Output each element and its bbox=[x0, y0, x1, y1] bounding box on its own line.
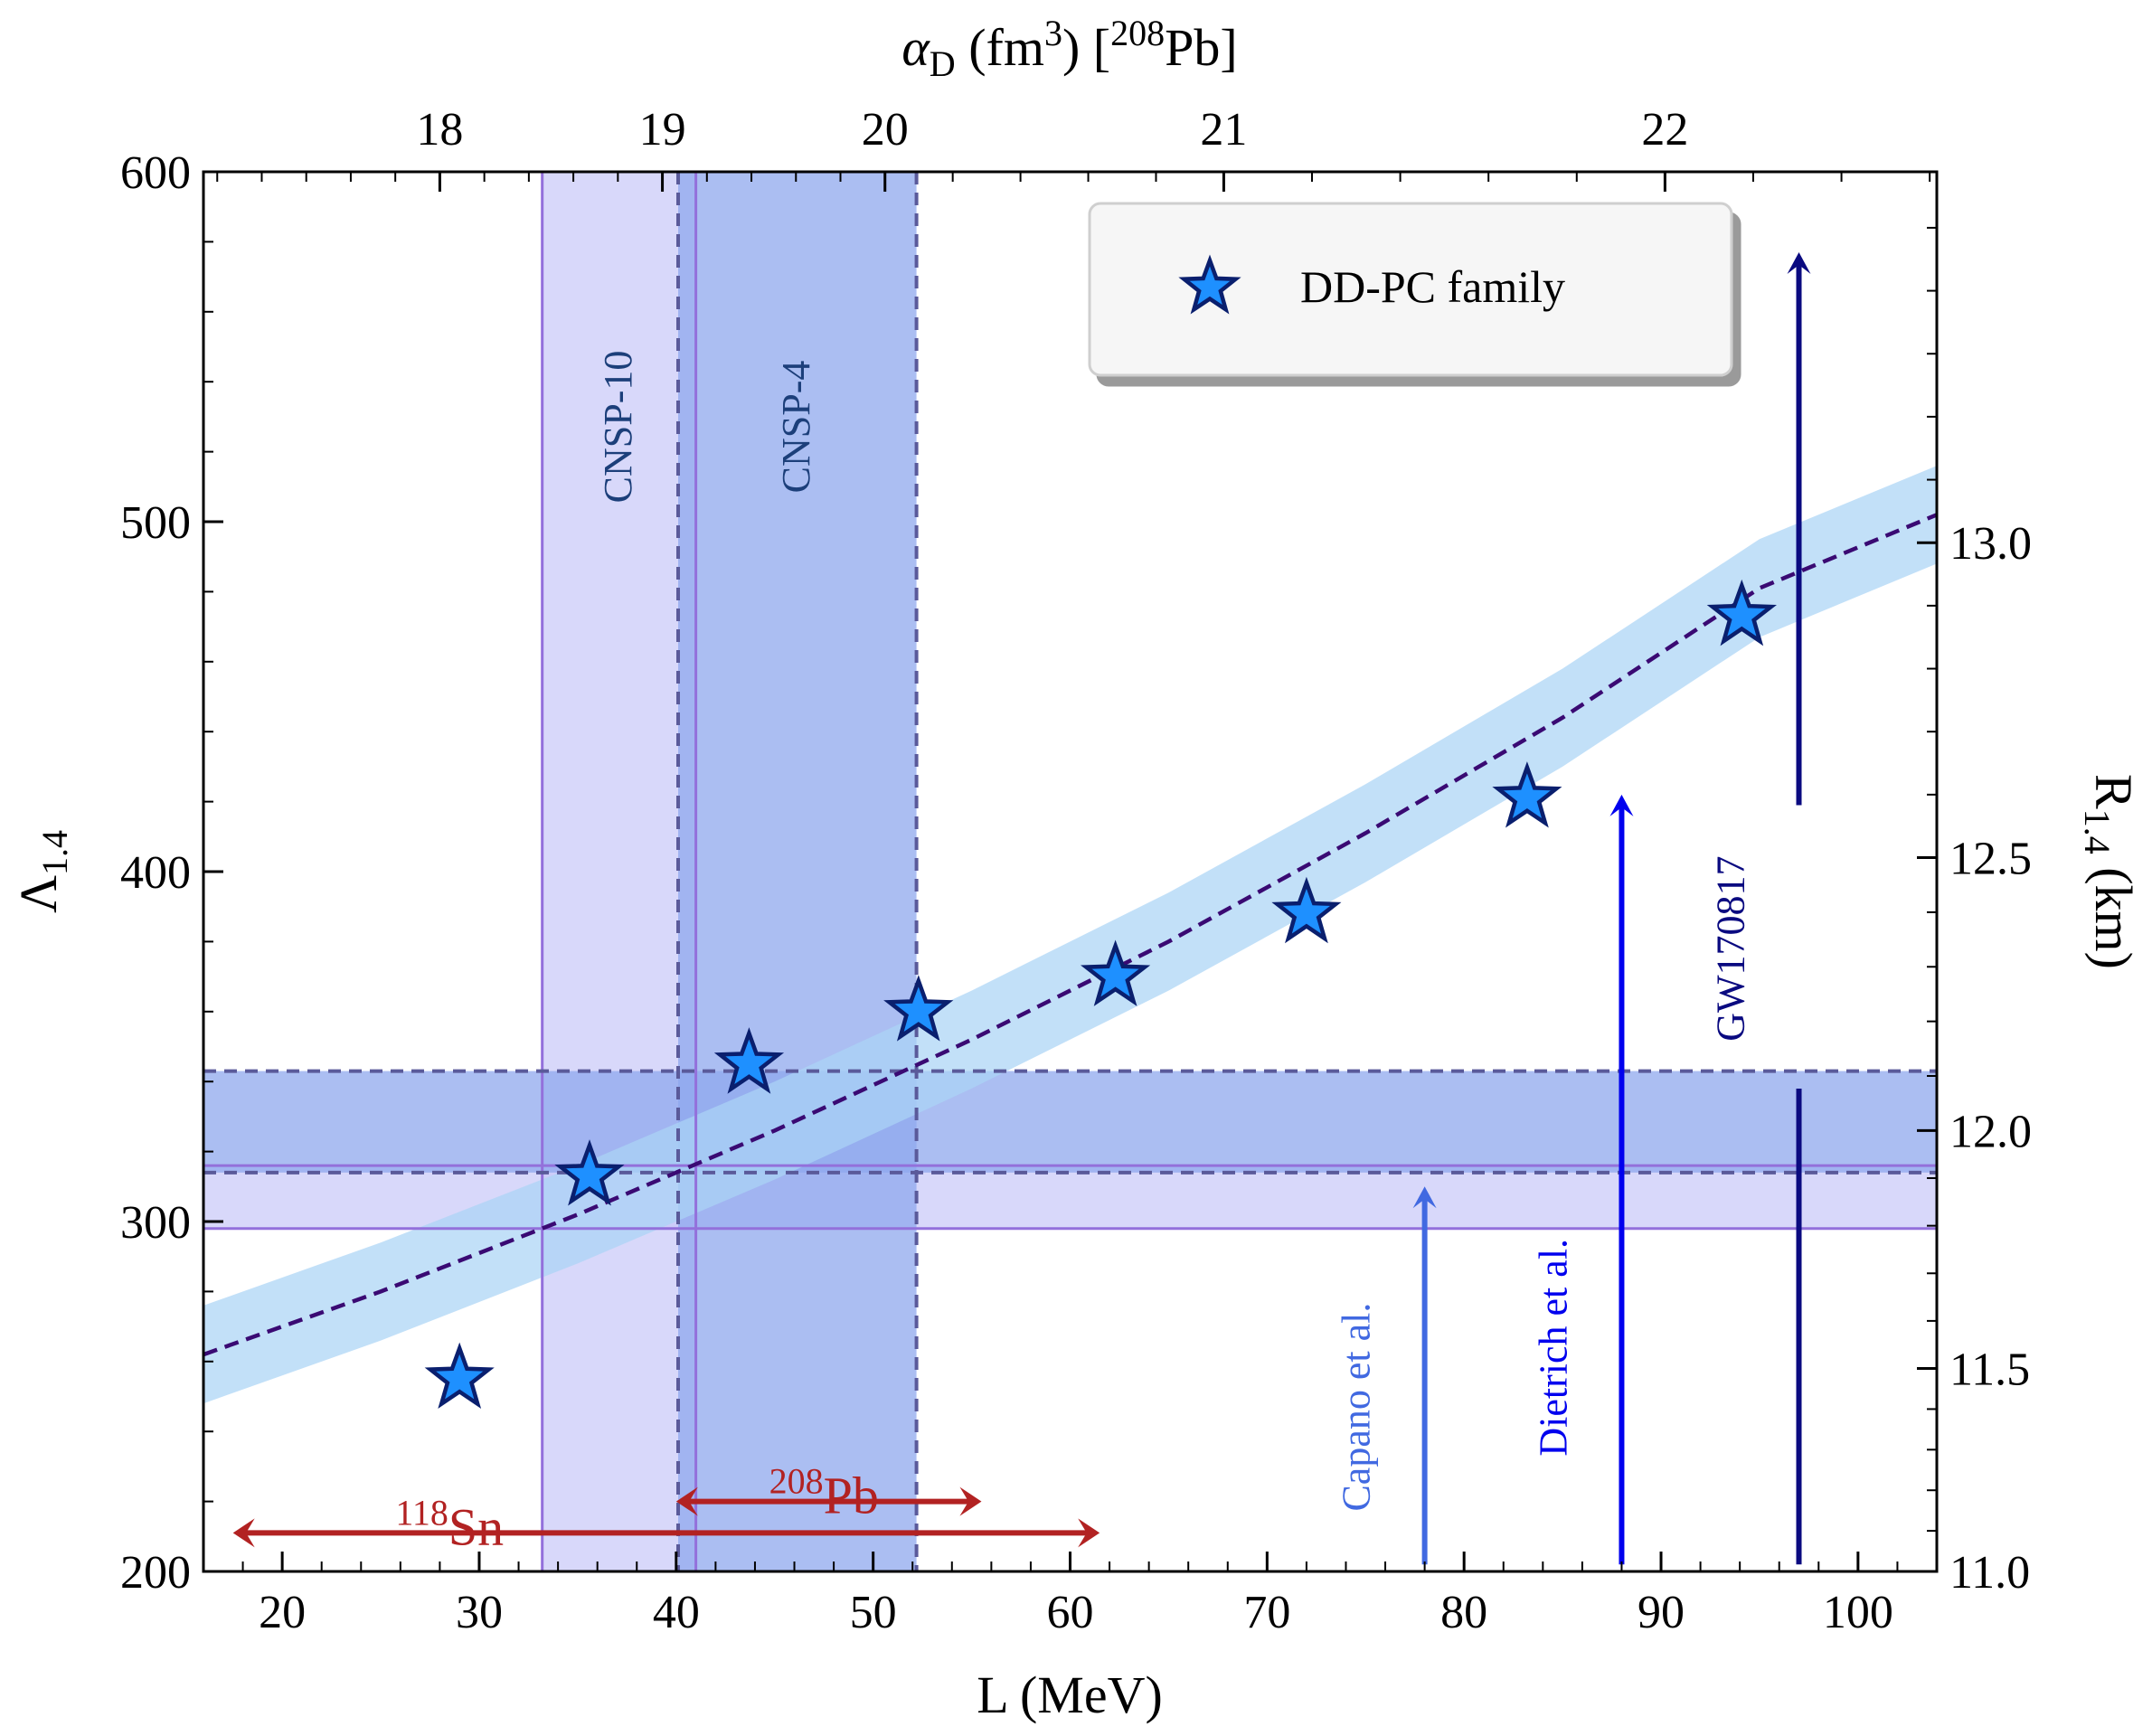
legend-box bbox=[1088, 202, 1733, 377]
y2-axis-title: R1.4 (km) bbox=[2077, 774, 2143, 969]
arrow-v-2-label: GW170817 bbox=[1709, 855, 1753, 1041]
x2-tick-label-20: 20 bbox=[862, 104, 909, 156]
arrow-h-0-head-left bbox=[232, 1518, 255, 1548]
x2-axis-title: αD (fm3) [208Pb] bbox=[901, 13, 1237, 84]
dd-pc-marker-6 bbox=[1492, 761, 1562, 828]
arrow-h-0-label-sup: 118 bbox=[395, 1492, 448, 1533]
y-tick-label-400: 400 bbox=[120, 847, 191, 899]
dd-pc-marker-3 bbox=[883, 975, 954, 1042]
dd-pc-markers bbox=[424, 579, 1777, 1410]
x-tick-label-40: 40 bbox=[653, 1587, 700, 1638]
x2-tick-label-22: 22 bbox=[1641, 104, 1688, 156]
arrow-h-1-label-sup: 208 bbox=[769, 1461, 824, 1502]
y-tick-label-200: 200 bbox=[120, 1547, 191, 1599]
band-vertical-cnsp-10 bbox=[542, 172, 696, 1571]
arrow-v-1-label: Dietrich et al. bbox=[1532, 1239, 1576, 1457]
fit-uncertainty-band bbox=[203, 466, 1937, 1404]
dd-pc-marker-1 bbox=[554, 1139, 625, 1206]
y2-tick-label-12.5: 12.5 bbox=[1949, 834, 2032, 885]
x-tick-label-50: 50 bbox=[850, 1587, 897, 1638]
arrow-v-0-head bbox=[1412, 1186, 1437, 1209]
cnsp-bands bbox=[203, 172, 1937, 1571]
dd-pc-marker-2 bbox=[713, 1027, 785, 1094]
y2-tick-label-11.0: 11.0 bbox=[1949, 1547, 2030, 1599]
arrow-h-0-label-main: Sn bbox=[448, 1497, 504, 1556]
arrow-h-0-head-right bbox=[1078, 1518, 1100, 1548]
x-tick-label-60: 60 bbox=[1047, 1587, 1094, 1638]
dd-pc-marker-7 bbox=[1706, 579, 1777, 646]
y2-axis-symbol: R bbox=[2084, 774, 2143, 809]
y2-axis-subscript: 1.4 bbox=[2077, 809, 2118, 854]
x-tick-label-20: 20 bbox=[259, 1587, 306, 1638]
x2-axis-alpha-sub: D bbox=[930, 43, 956, 84]
band-label-cnsp-10: CNSP-10 bbox=[596, 351, 640, 504]
y-axis-title: Λ1.4 bbox=[9, 830, 75, 913]
x2-axis-pb: Pb] bbox=[1165, 18, 1238, 77]
x2-axis-unit-b: ) [ bbox=[1062, 18, 1110, 77]
x-axis-title: L (MeV) bbox=[977, 1665, 1163, 1724]
x-tick-label-90: 90 bbox=[1638, 1587, 1685, 1638]
x2-tick-label-19: 19 bbox=[639, 104, 686, 156]
x-tick-label-30: 30 bbox=[456, 1587, 503, 1638]
axes: 20 30 40 50 60 70 80 90 100 200 300 400 500 600 18 19 20… bbox=[120, 104, 2032, 1638]
dd-pc-marker-0 bbox=[424, 1342, 495, 1410]
dd-pc-marker-4 bbox=[1081, 939, 1151, 1006]
cnsp-band-edges bbox=[203, 172, 1937, 1571]
arrow-h-0-label: 118Sn bbox=[395, 1492, 504, 1556]
legend-star-icon bbox=[1178, 254, 1241, 315]
y2-tick-label-13.0: 13.0 bbox=[1949, 518, 2032, 570]
y2-tick-label-12.0: 12.0 bbox=[1949, 1106, 2032, 1157]
x2-tick-label-18: 18 bbox=[416, 104, 463, 156]
y-tick-label-600: 600 bbox=[120, 147, 191, 199]
arrow-h-1-label-main: Pb bbox=[824, 1467, 879, 1525]
y2-axis-unit: (km) bbox=[2084, 854, 2143, 969]
arrow-v-1-head bbox=[1609, 794, 1634, 816]
legend-label: DD-PC family bbox=[1300, 261, 1565, 312]
y-axis-subscript: 1.4 bbox=[34, 830, 75, 875]
arrow-v-0-label: Capano et al. bbox=[1335, 1303, 1379, 1512]
x2-axis-alpha: α bbox=[901, 18, 930, 77]
x2-axis-unit-a: (fm bbox=[956, 18, 1044, 77]
x2-axis-pb-sup: 208 bbox=[1110, 13, 1165, 53]
arrow-h-1-label: 208Pb bbox=[769, 1461, 879, 1525]
y-tick-label-500: 500 bbox=[120, 497, 191, 549]
fit-band-area bbox=[203, 466, 1937, 1404]
y-tick-label-300: 300 bbox=[120, 1197, 191, 1249]
arrows: 118Sn 208Pb Capano et al. Dietrich et al. GW… bbox=[232, 252, 1811, 1565]
legend: DD-PC family bbox=[1088, 202, 1733, 377]
y2-tick-label-11.5: 11.5 bbox=[1949, 1344, 2030, 1396]
arrow-v-2-head bbox=[1787, 252, 1811, 275]
arrow-h-1-head-right bbox=[959, 1486, 982, 1516]
x-tick-label-80: 80 bbox=[1440, 1587, 1487, 1638]
band-vertical-cnsp-4 bbox=[677, 172, 917, 1571]
fit-line bbox=[203, 513, 1937, 1357]
x-tick-label-70: 70 bbox=[1243, 1587, 1290, 1638]
legend-star-shape bbox=[1178, 254, 1241, 315]
x-tick-label-100: 100 bbox=[1823, 1587, 1893, 1638]
band-horizontal-cnsp-4 bbox=[203, 1071, 1937, 1173]
y-axis-symbol: Λ bbox=[9, 875, 68, 913]
arrow-h-1-head-left bbox=[675, 1486, 698, 1516]
fit-line-path bbox=[203, 513, 1937, 1357]
band-label-cnsp-4: CNSP-4 bbox=[774, 361, 818, 494]
dd-pc-marker-5 bbox=[1271, 876, 1342, 944]
x2-axis-unit-sup: 3 bbox=[1044, 13, 1062, 53]
x2-tick-label-21: 21 bbox=[1200, 104, 1247, 156]
